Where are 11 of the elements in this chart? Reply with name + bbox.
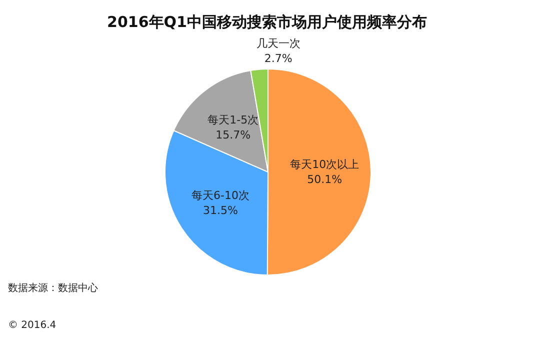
slice-label: 每天6-10次 [191,188,250,202]
slice-label: 几天一次 [256,36,300,50]
data-label: 2.7% [264,52,292,65]
slice-label: 每天1-5次 [208,113,259,126]
chart-title: 2016年Q1中国移动搜索市场用户使用频率分布 [107,13,427,31]
data-label: 50.1% [307,173,342,186]
data-label: 15.7% [216,128,251,142]
slice-label: 每天10次以上 [290,158,360,172]
source-note: 数据来源：数据中心 [8,282,98,294]
data-label: 31.5% [202,204,238,217]
text: © 2016.4 [8,320,56,331]
